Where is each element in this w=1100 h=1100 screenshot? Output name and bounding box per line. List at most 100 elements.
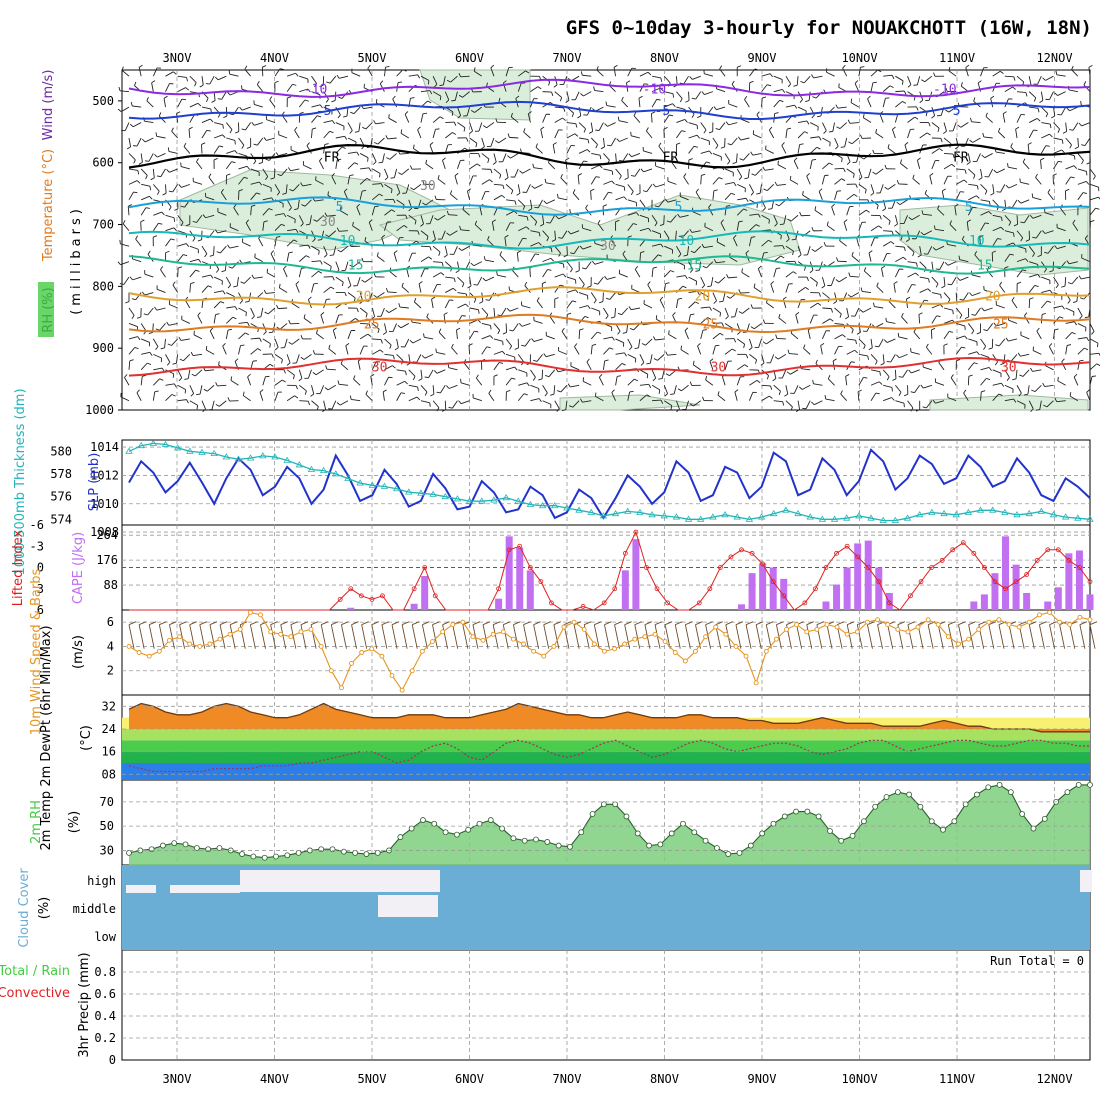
wind-barb: [676, 119, 686, 123]
surface-wind-barb: [432, 624, 438, 649]
cloud-gap: [126, 885, 156, 893]
rh-marker: [442, 829, 449, 836]
wind-barb: [432, 230, 436, 240]
wind-barb: [703, 245, 713, 249]
thickness-marker: [587, 508, 595, 515]
pressure-axis-label: (millibars): [69, 205, 84, 315]
wind-barb: [1016, 114, 1022, 123]
surface-wind-barb: [361, 624, 368, 649]
wind-speed-marker: [227, 631, 233, 637]
wind-barb: [326, 368, 336, 371]
bottom-date-label: 8NOV: [650, 1072, 679, 1086]
rh-marker: [374, 849, 381, 856]
wind-barb: [996, 323, 1005, 327]
wind-barb: [220, 192, 227, 201]
wind-speed-marker: [591, 641, 597, 647]
rh-marker: [827, 828, 833, 834]
wind-barb: [450, 75, 458, 83]
wind-barb: [490, 137, 495, 147]
wind-barb: [1077, 137, 1079, 148]
wind-barb: [504, 237, 507, 247]
wind-barb: [663, 400, 673, 407]
surface-wind-barb: [1038, 624, 1045, 649]
wind-barb: [646, 130, 653, 139]
rh-marker: [408, 825, 415, 832]
wind-barb: [1028, 285, 1036, 293]
contour-label: 10: [969, 234, 985, 249]
wind-barb: [639, 383, 649, 386]
cloud-gap: [1080, 870, 1092, 892]
wind-barb: [442, 76, 446, 86]
thickness-marker: [234, 455, 243, 462]
wind-barb: [914, 385, 921, 393]
temperature-contour-20: [128, 286, 1091, 306]
wind-barb: [931, 292, 941, 295]
wind-barb: [144, 292, 154, 296]
wind-barb: [663, 75, 671, 84]
wind-barb: [937, 208, 945, 216]
wind-barb: [850, 102, 860, 108]
wind-barb: [283, 268, 288, 278]
rh-marker: [261, 854, 268, 861]
wind-barb: [822, 162, 830, 170]
wind-barb: [323, 144, 326, 154]
wind-barb: [1016, 400, 1026, 406]
wind-barb: [927, 245, 933, 255]
wind-barb: [1057, 227, 1066, 232]
wind-barb: [1016, 258, 1026, 263]
thickness-marker: [125, 447, 133, 454]
wind-barb: [615, 183, 625, 188]
wind-barb: [461, 245, 470, 251]
wind-barb: [457, 122, 466, 128]
wind-barb: [943, 307, 953, 311]
wind-barb: [748, 392, 754, 401]
wind-barb: [590, 190, 592, 200]
wind-barb: [201, 285, 209, 293]
wind-barb: [437, 214, 446, 221]
wind-barb: [224, 261, 227, 271]
top-date-label: 8NOV: [650, 51, 679, 65]
wind-barb: [1016, 75, 1025, 83]
wind-barb: [389, 271, 397, 278]
lifted-index-marker: [876, 579, 882, 585]
wind-barb: [1065, 165, 1075, 170]
wind-barb: [473, 397, 482, 402]
top-date-label: 11NOV: [939, 51, 975, 65]
thickness-tick: 578: [50, 467, 72, 481]
surface-wind-barb: [705, 624, 712, 649]
lifted-index-marker: [496, 586, 502, 592]
wind-barb: [189, 385, 195, 394]
wind-barb: [128, 323, 138, 327]
rh-marker: [951, 818, 958, 825]
wind-speed-marker: [1067, 622, 1073, 628]
wind-barb: [530, 214, 538, 223]
wind-barb: [1029, 274, 1038, 278]
wind-barb: [201, 274, 211, 278]
wind-barb: [505, 222, 511, 231]
wind-barb: [156, 135, 166, 139]
wind-barb: [408, 369, 416, 377]
wind-barb: [533, 167, 543, 170]
wind-barb: [448, 214, 458, 216]
wind-barb: [262, 338, 271, 345]
wind-barb: [615, 168, 622, 177]
surface-wind-barb: [523, 624, 529, 649]
wind-barb: [315, 369, 324, 376]
wind-barb: [444, 299, 450, 309]
surface-wind-barb: [219, 624, 226, 649]
surface-wind-barb: [988, 624, 995, 649]
wind-barb: [980, 199, 990, 202]
wind-barb: [481, 191, 486, 200]
wind-barb: [314, 199, 324, 202]
wind-barb: [347, 292, 356, 299]
wind-barb: [737, 183, 746, 189]
wind-speed-marker: [773, 636, 779, 642]
wind-barb: [681, 384, 689, 392]
wind-barb: [505, 168, 509, 178]
thickness-marker: [830, 515, 839, 522]
wind-barb: [481, 179, 490, 185]
cape-bar: [864, 540, 872, 610]
wind-barb: [566, 122, 576, 125]
wind-barb: [493, 350, 503, 355]
wind-barb: [548, 369, 556, 378]
